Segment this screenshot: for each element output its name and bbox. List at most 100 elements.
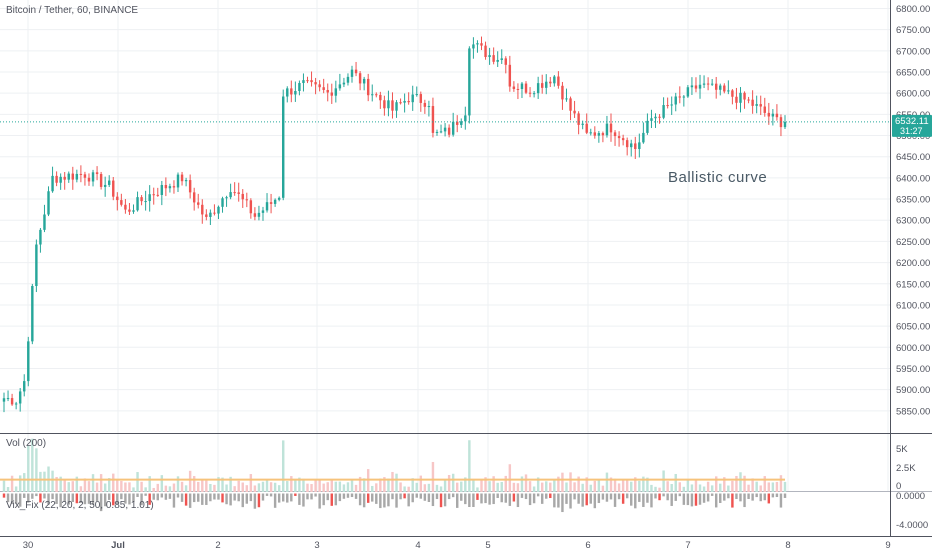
volume-bar bbox=[354, 484, 358, 492]
vix-bar bbox=[747, 493, 750, 499]
vix-bar bbox=[662, 493, 665, 497]
vix-bar bbox=[83, 493, 87, 505]
volume-bar bbox=[549, 482, 552, 492]
time-tick-label: 3 bbox=[314, 540, 319, 550]
candle-body bbox=[739, 92, 742, 103]
candle-body bbox=[484, 45, 487, 58]
vix-bar bbox=[460, 493, 463, 501]
candle-body bbox=[358, 73, 362, 84]
volume-bar bbox=[83, 478, 87, 492]
volume-bar bbox=[431, 461, 435, 492]
vix-bar bbox=[706, 493, 710, 502]
vix-bar bbox=[282, 493, 285, 502]
vix-bar bbox=[731, 493, 734, 508]
vix-bar bbox=[739, 493, 742, 502]
vix-bar bbox=[468, 493, 471, 508]
volume-bar bbox=[241, 482, 244, 492]
candle-body bbox=[468, 48, 471, 116]
volume-bar bbox=[205, 480, 208, 492]
candle-body bbox=[257, 212, 261, 217]
vix-bar bbox=[609, 493, 613, 500]
vix-bar bbox=[184, 493, 188, 506]
volume-bar bbox=[771, 482, 775, 492]
candle-body bbox=[536, 83, 540, 94]
time-tick-label: 9 bbox=[885, 540, 890, 550]
price-tick-label: 6800.00 bbox=[896, 4, 930, 15]
volume-bar bbox=[625, 479, 629, 492]
candle-body bbox=[269, 202, 273, 204]
volume-bar bbox=[124, 482, 127, 492]
volume-bar bbox=[107, 478, 111, 492]
volume-bar bbox=[184, 485, 188, 492]
vix-bar bbox=[540, 493, 544, 504]
candle-body bbox=[456, 121, 459, 125]
volume-bar bbox=[314, 479, 317, 492]
vix-bar bbox=[779, 493, 783, 508]
vix-bar bbox=[168, 493, 172, 499]
candle-body bbox=[79, 173, 83, 175]
volume-bar bbox=[512, 482, 516, 492]
volume-bar bbox=[727, 485, 730, 492]
time-tick-label: 7 bbox=[685, 540, 690, 550]
vix-bar bbox=[273, 493, 277, 508]
vix-label: Vix_Fix (22, 20, 2, 50, 0.85, 1.01) bbox=[6, 500, 154, 511]
candle-body bbox=[605, 123, 609, 136]
volume-bar bbox=[581, 483, 584, 492]
candle-body bbox=[775, 113, 779, 118]
last-price-value: 6532.11 bbox=[895, 116, 929, 127]
candle-body bbox=[188, 180, 192, 193]
candle-body bbox=[512, 86, 516, 89]
volume-tick-label: 0 bbox=[896, 481, 901, 492]
candle-body bbox=[342, 82, 346, 85]
vix-bar bbox=[180, 493, 184, 502]
vix-bar bbox=[75, 493, 79, 504]
candle-body bbox=[112, 180, 115, 197]
vix-bar bbox=[91, 493, 95, 505]
vix-bar bbox=[383, 493, 386, 508]
volume-bar bbox=[265, 480, 269, 492]
candle-body bbox=[476, 43, 479, 45]
volume-bar bbox=[31, 438, 34, 492]
vix-bar bbox=[589, 493, 592, 504]
candle-body bbox=[294, 91, 297, 95]
volume-bar bbox=[593, 480, 597, 492]
candle-body bbox=[557, 76, 560, 86]
candle-body bbox=[229, 192, 232, 198]
vix-bar bbox=[269, 493, 273, 497]
vix-bar bbox=[763, 493, 766, 501]
candle-body bbox=[107, 180, 111, 185]
volume-bar bbox=[415, 482, 418, 492]
candle-body bbox=[508, 64, 512, 87]
vix-bar bbox=[294, 493, 297, 496]
volume-bar bbox=[674, 473, 677, 492]
vix-bar bbox=[310, 493, 313, 500]
volume-bar bbox=[630, 481, 633, 492]
price-tick-label: 6000.00 bbox=[896, 343, 930, 354]
vix-bar bbox=[249, 493, 253, 502]
vix-bar bbox=[302, 493, 305, 507]
candle-body bbox=[395, 102, 398, 111]
candle-body bbox=[55, 175, 58, 183]
candle-body bbox=[569, 98, 572, 111]
candle-body bbox=[221, 198, 224, 207]
candle-body bbox=[625, 140, 629, 148]
vix-bar bbox=[334, 493, 338, 506]
candle-body bbox=[334, 88, 338, 96]
volume-bar bbox=[221, 477, 224, 492]
volume-bar bbox=[245, 485, 249, 492]
candle-body bbox=[192, 192, 196, 203]
volume-bar bbox=[128, 482, 131, 492]
candle-body bbox=[630, 143, 633, 148]
last-price-tag-bg bbox=[892, 114, 932, 137]
candle-body bbox=[731, 90, 734, 97]
volume-bar bbox=[310, 484, 313, 492]
candle-body bbox=[314, 82, 317, 85]
candle-body bbox=[51, 175, 54, 192]
volume-bar bbox=[71, 481, 75, 492]
volume-bar bbox=[160, 475, 164, 492]
candle-body bbox=[767, 112, 771, 117]
volume-bar bbox=[261, 481, 265, 492]
candle-body bbox=[427, 106, 431, 108]
candle-body bbox=[771, 113, 775, 117]
vix-bar bbox=[188, 493, 192, 508]
